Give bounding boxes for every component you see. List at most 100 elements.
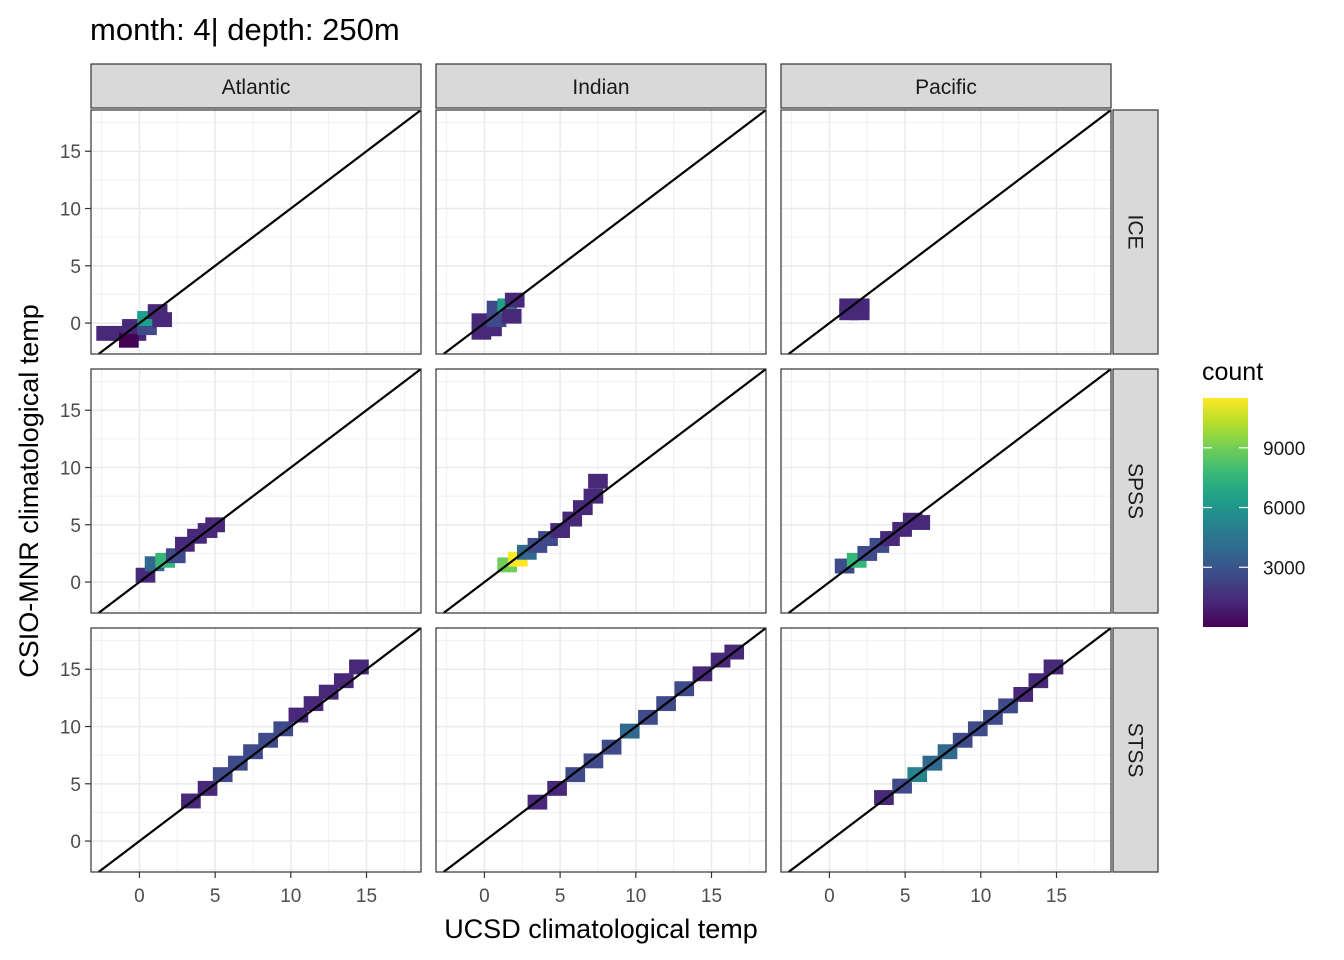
y-tick-label: 15 <box>60 142 81 163</box>
panel-stss-indian: 0 5 10 15 <box>435 627 767 907</box>
identity-line <box>787 628 1111 872</box>
color-legend: count 3000 6000 9000 <box>1202 358 1305 627</box>
facet-strip-indian <box>435 63 767 109</box>
heat-cells <box>96 304 172 348</box>
y-tick-label: 10 <box>60 718 81 739</box>
heat-cell <box>874 790 894 805</box>
x-tick-label: 5 <box>900 886 911 907</box>
heat-cell <box>501 308 522 324</box>
identity-line <box>442 369 766 613</box>
heat-cell <box>227 755 248 771</box>
y-tick-label: 5 <box>70 516 81 537</box>
facet-strip-stss <box>1112 627 1159 873</box>
facet-strip-pacific <box>780 63 1112 109</box>
x-tick-label: 15 <box>1046 886 1067 907</box>
facet-panels: Atlantic Indian Pacific ICE SPSS STSS 0 5 10 15 0 5… <box>60 63 1159 907</box>
y-tick-label: 5 <box>70 257 81 278</box>
heat-cell <box>152 312 172 328</box>
heat-cell <box>135 567 156 583</box>
heat-cell <box>318 684 339 700</box>
heat-cell <box>119 332 139 348</box>
panel-ice-atlantic: 0 5 10 15 <box>60 109 422 355</box>
x-tick-label: 0 <box>134 886 145 907</box>
heat-cell <box>849 305 870 321</box>
heat-cell <box>303 696 324 712</box>
panel-border <box>90 109 422 355</box>
heat-cell <box>601 739 622 755</box>
facet-strip-ice <box>1112 109 1159 355</box>
heat-cell <box>583 488 604 504</box>
y-tick-label: 0 <box>70 573 81 594</box>
panel-ice-pacific <box>780 109 1112 355</box>
facet-strip-label: Pacific <box>915 76 977 99</box>
x-tick-label: 10 <box>280 886 301 907</box>
heat-cell <box>565 767 586 783</box>
y-tick-label: 10 <box>60 459 81 480</box>
panel-border <box>435 627 767 873</box>
panel-spss-atlantic: 0 5 10 15 <box>60 368 422 614</box>
panel-spss-pacific <box>780 368 1112 614</box>
panel-border <box>780 627 1112 873</box>
heat-cells <box>839 298 870 321</box>
heat-cell <box>1043 659 1064 675</box>
facet-strip-spss <box>1112 368 1159 614</box>
panel-stss-atlantic: 0 5 10 15 0 5 10 15 <box>60 627 422 907</box>
y-tick-label: 15 <box>60 401 81 422</box>
heat-cell <box>258 732 278 748</box>
facet-strip-label: STSS <box>1124 723 1147 778</box>
panel-border <box>90 627 422 873</box>
facet-strip-label: ICE <box>1124 214 1147 249</box>
heat-cell <box>550 523 570 538</box>
x-tick-label: 0 <box>479 886 490 907</box>
heat-cell <box>273 721 294 737</box>
panel-stss-pacific: 0 5 10 15 <box>780 627 1112 907</box>
x-tick-label: 15 <box>356 886 377 907</box>
panel-border <box>780 368 1112 614</box>
y-axis-label: CSIO-MNR climatological temp <box>14 304 44 678</box>
legend-title: count <box>1202 358 1263 386</box>
facet-strip-label: Atlantic <box>222 76 291 99</box>
panel-border <box>90 368 422 614</box>
legend-tick-label: 9000 <box>1263 439 1305 460</box>
x-tick-label: 0 <box>824 886 835 907</box>
identity-line <box>97 369 421 613</box>
heat-cell <box>547 780 567 796</box>
heat-cell <box>122 319 142 334</box>
heat-cell <box>243 744 263 760</box>
facet-strip-label: SPSS <box>1124 463 1147 519</box>
identity-line <box>97 110 421 354</box>
legend-colorbar <box>1203 398 1248 627</box>
heat-cell <box>212 767 233 783</box>
facet-strip-atlantic <box>90 63 422 109</box>
x-tick-label: 5 <box>555 886 566 907</box>
heat-cell <box>288 707 309 723</box>
identity-line <box>442 628 766 872</box>
y-tick-label: 0 <box>70 832 81 853</box>
heat-cell <box>910 515 931 530</box>
heat-cell <box>333 673 354 689</box>
heat-cell <box>562 511 583 527</box>
heat-cell <box>486 312 507 328</box>
y-tick-label: 10 <box>60 200 81 221</box>
legend-tick-label: 3000 <box>1263 558 1305 579</box>
identity-line <box>442 110 766 354</box>
panel-border <box>435 109 767 355</box>
heat-cell <box>96 325 116 341</box>
identity-line <box>787 369 1111 613</box>
x-tick-label: 10 <box>970 886 991 907</box>
heat-cell <box>1028 673 1049 689</box>
panel-ice-indian <box>435 109 767 355</box>
heat-cell <box>588 473 608 489</box>
x-tick-label: 15 <box>701 886 722 907</box>
x-axis-label: UCSD climatological temp <box>444 914 758 944</box>
panel-border <box>435 368 767 614</box>
panel-border <box>780 109 1112 355</box>
x-tick-label: 10 <box>625 886 646 907</box>
identity-line <box>787 110 1111 354</box>
y-tick-label: 15 <box>60 660 81 681</box>
legend-tick-label: 6000 <box>1263 499 1305 520</box>
heat-cell <box>349 659 369 675</box>
y-tick-label: 5 <box>70 775 81 796</box>
heat-cell <box>692 666 713 682</box>
